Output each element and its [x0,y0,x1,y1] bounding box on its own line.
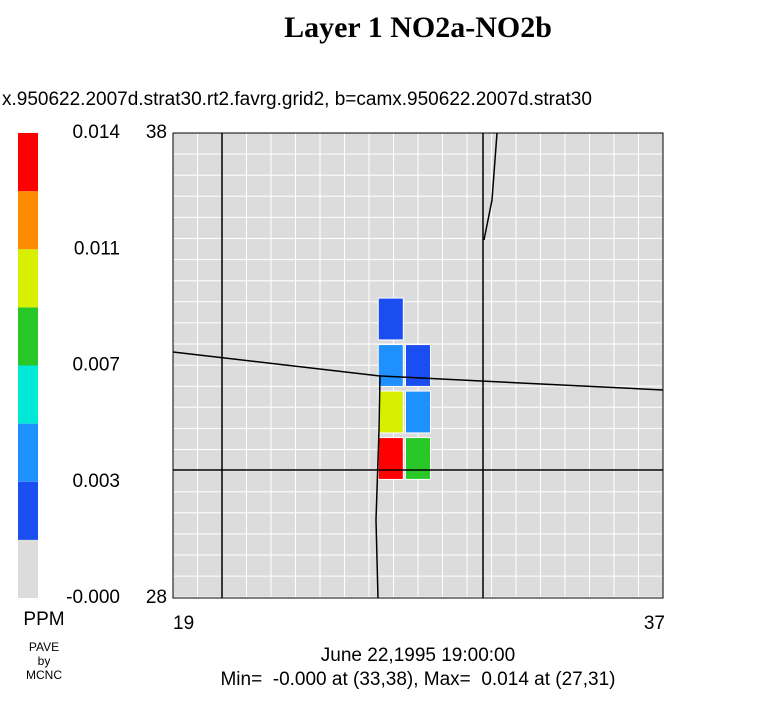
x-tick-label: 19 [173,613,194,634]
colorbar-bin [18,539,38,598]
colorbar-label: 0.007 [72,355,120,376]
credit: by [38,654,51,668]
x-tick-label: 37 [644,613,665,634]
map-boundary [375,374,381,599]
colorbar-bin [18,307,38,366]
map-boundary [172,351,664,391]
plot-frame [172,132,664,599]
y-tick-label: 38 [146,122,167,143]
y-tick-label: 28 [146,587,167,608]
cell [377,297,404,341]
credit: PAVE [29,640,59,654]
date: June 22,1995 19:00:00 [321,645,515,666]
cell [377,344,404,387]
colorbar-label: -0.000 [66,587,120,608]
colorbar-bin [18,365,38,424]
cell [404,437,432,480]
colorbar-label: 0.003 [72,471,120,492]
colorbar-label: 0.011 [74,238,120,259]
cell [377,390,404,434]
colorbar-bin [18,481,38,540]
unit: PPM [23,609,64,630]
colorbar-bin [18,133,38,192]
credit: MCNC [26,668,62,682]
colorbar-bin [18,191,38,250]
cell [404,344,432,387]
cell [404,390,432,434]
colorbar-bin [18,423,38,482]
colorbar-label: 0.014 [72,122,120,143]
chart-title: Layer 1 NO2a-NO2b [284,11,552,44]
subtitle: x.950622.2007d.strat30.rt2.favrg.grid2, … [2,89,592,110]
footer: Min= -0.000 at (33,38), Max= 0.014 at (2… [220,669,615,690]
map-boundary [483,132,498,241]
colorbar-bin [18,249,38,308]
cell [377,437,404,480]
